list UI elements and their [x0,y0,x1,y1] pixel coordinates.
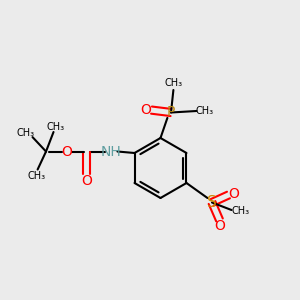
Text: CH₃: CH₃ [27,171,45,181]
Text: CH₃: CH₃ [196,106,214,116]
Text: O: O [141,103,152,117]
Text: P: P [167,106,175,119]
Text: CH₃: CH₃ [47,122,65,132]
Text: O: O [61,145,73,158]
Text: CH₃: CH₃ [164,77,182,88]
Text: CH₃: CH₃ [17,128,35,139]
Text: CH₃: CH₃ [231,206,250,217]
Text: O: O [81,174,92,188]
Text: S: S [207,195,217,210]
Text: O: O [214,220,225,233]
Text: O: O [228,187,239,200]
Text: NH: NH [100,145,121,158]
